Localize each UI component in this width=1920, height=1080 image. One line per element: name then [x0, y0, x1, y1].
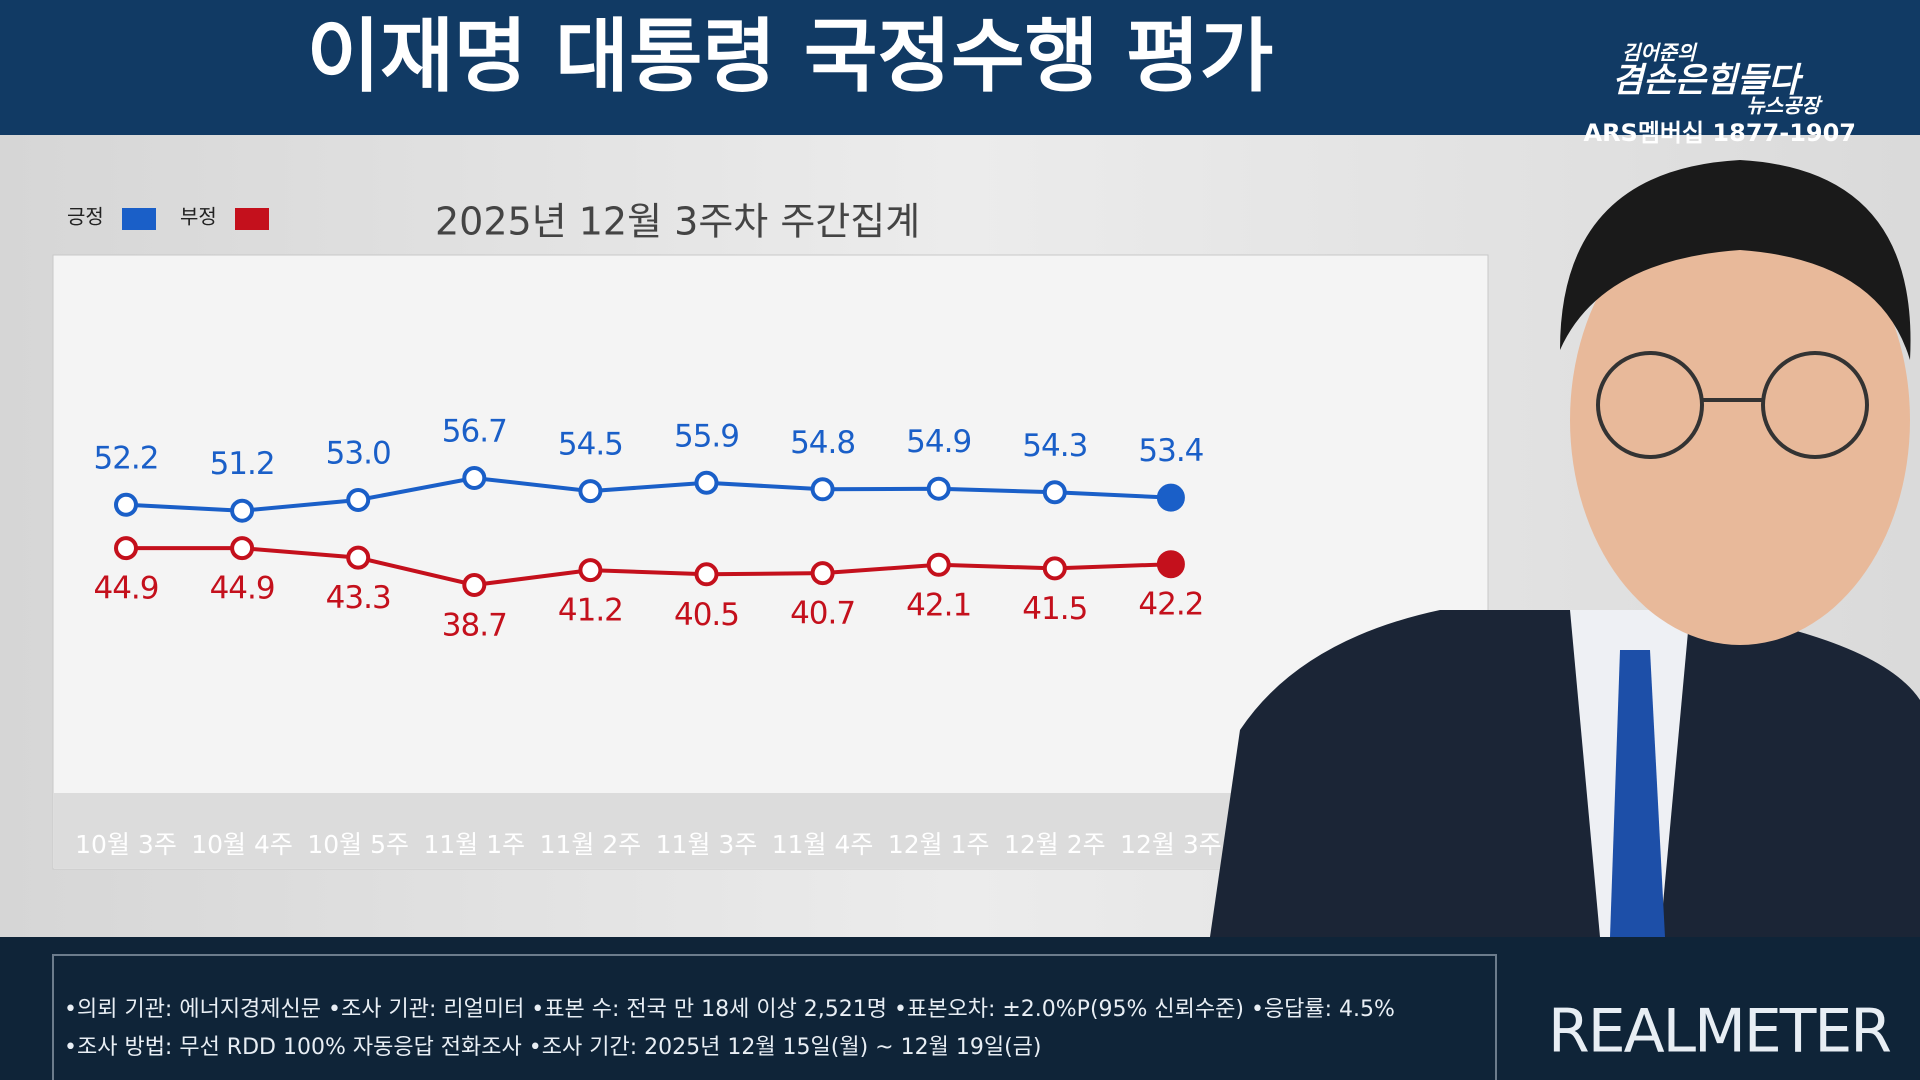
x-tick-label: 11월 1주 [423, 830, 525, 859]
logo-main: 겸손은힘들다 [1612, 61, 1804, 101]
data-label: 54.5 [558, 427, 623, 463]
logo-phone: ARS멤버십 1877-1907 [1584, 119, 1857, 147]
data-label: 42.1 [906, 587, 971, 623]
data-point [1156, 550, 1185, 579]
logo-top: 김어준의 [1622, 41, 1698, 65]
footer-box [52, 954, 1497, 1080]
data-point [114, 536, 138, 561]
logo: 김어준의 겸손은힘들다 뉴스공장 ARS멤버십 1877-1907 [1584, 41, 1857, 148]
data-label: 41.2 [558, 593, 623, 629]
chart-title: 2025년 12월 3주차 주간집계 [435, 200, 920, 244]
header-title: 이재명 대통령 국정수행 평가 [307, 10, 1274, 103]
footer-note: •의뢰 기관: 에너지경제신문 •조사 기관: 리얼미터 •표본 수: 전국 만… [64, 997, 1395, 1022]
brand: REALMETER [1548, 997, 1890, 1067]
data-label: 55.9 [674, 418, 739, 454]
series-line [126, 546, 1171, 588]
data-point [1042, 480, 1067, 505]
data-label: 51.2 [210, 446, 275, 482]
data-label: 53.4 [1138, 433, 1203, 469]
x-tick-label: 11월 3주 [656, 830, 758, 859]
data-label: 56.7 [442, 414, 507, 450]
data-label: 38.7 [442, 608, 507, 644]
data-label: 53.0 [326, 435, 391, 471]
x-tick-label: 12월 3주 [1120, 830, 1222, 859]
footer-note: •조사 방법: 무선 RDD 100% 자동응답 전화조사 •조사 기간: 20… [64, 1035, 1041, 1060]
x-tick-label: 12월 2주 [1004, 830, 1106, 859]
legend: 긍정 부정 [67, 205, 269, 230]
data-point [694, 470, 719, 495]
data-point [462, 466, 487, 490]
logo-sub: 뉴스공장 [1746, 94, 1823, 118]
data-label: 54.8 [790, 425, 855, 461]
data-label: 44.9 [210, 571, 275, 607]
data-point [1042, 556, 1067, 581]
legend-label: 부정 [180, 205, 217, 229]
data-point [346, 487, 371, 512]
portrait [1210, 160, 1920, 937]
x-tick-label: 10월 5주 [307, 830, 409, 859]
legend-swatch [235, 208, 269, 230]
x-tick-label: 12월 1주 [888, 830, 990, 859]
data-point [230, 498, 255, 523]
data-point [578, 558, 603, 583]
data-label: 54.3 [1022, 428, 1087, 464]
data-point [810, 561, 835, 586]
legend-swatch [122, 208, 156, 230]
data-label: 54.9 [906, 424, 971, 460]
data-point [462, 573, 487, 597]
x-tick-label: 10월 3주 [75, 830, 177, 859]
header-band [0, 0, 1920, 135]
data-point [926, 476, 951, 501]
data-point [578, 479, 603, 504]
x-tick-label: 10월 4주 [191, 830, 293, 859]
data-point [810, 477, 835, 502]
legend-label: 긍정 [67, 205, 104, 229]
data-label: 44.9 [93, 571, 158, 607]
data-label: 42.2 [1138, 587, 1203, 623]
data-label: 40.7 [790, 596, 855, 632]
data-point [694, 562, 719, 587]
data-point [230, 536, 255, 561]
series-line [125, 475, 1171, 513]
data-label: 52.2 [93, 440, 158, 476]
x-tick-label: 11월 2주 [540, 830, 642, 859]
data-point [926, 552, 951, 577]
data-label: 40.5 [674, 597, 739, 633]
data-point [1156, 483, 1185, 512]
data-point [114, 492, 138, 517]
data-label: 41.5 [1022, 591, 1087, 627]
footer-band [0, 937, 1920, 1080]
data-point [346, 545, 371, 570]
x-tick-label: 11월 4주 [772, 830, 874, 859]
plot: 10월 3주 10월 4주 10월 5주 11월 1주 11월 2주 11월 3주 11월 … [75, 414, 1222, 860]
data-label: 43.3 [326, 580, 391, 616]
